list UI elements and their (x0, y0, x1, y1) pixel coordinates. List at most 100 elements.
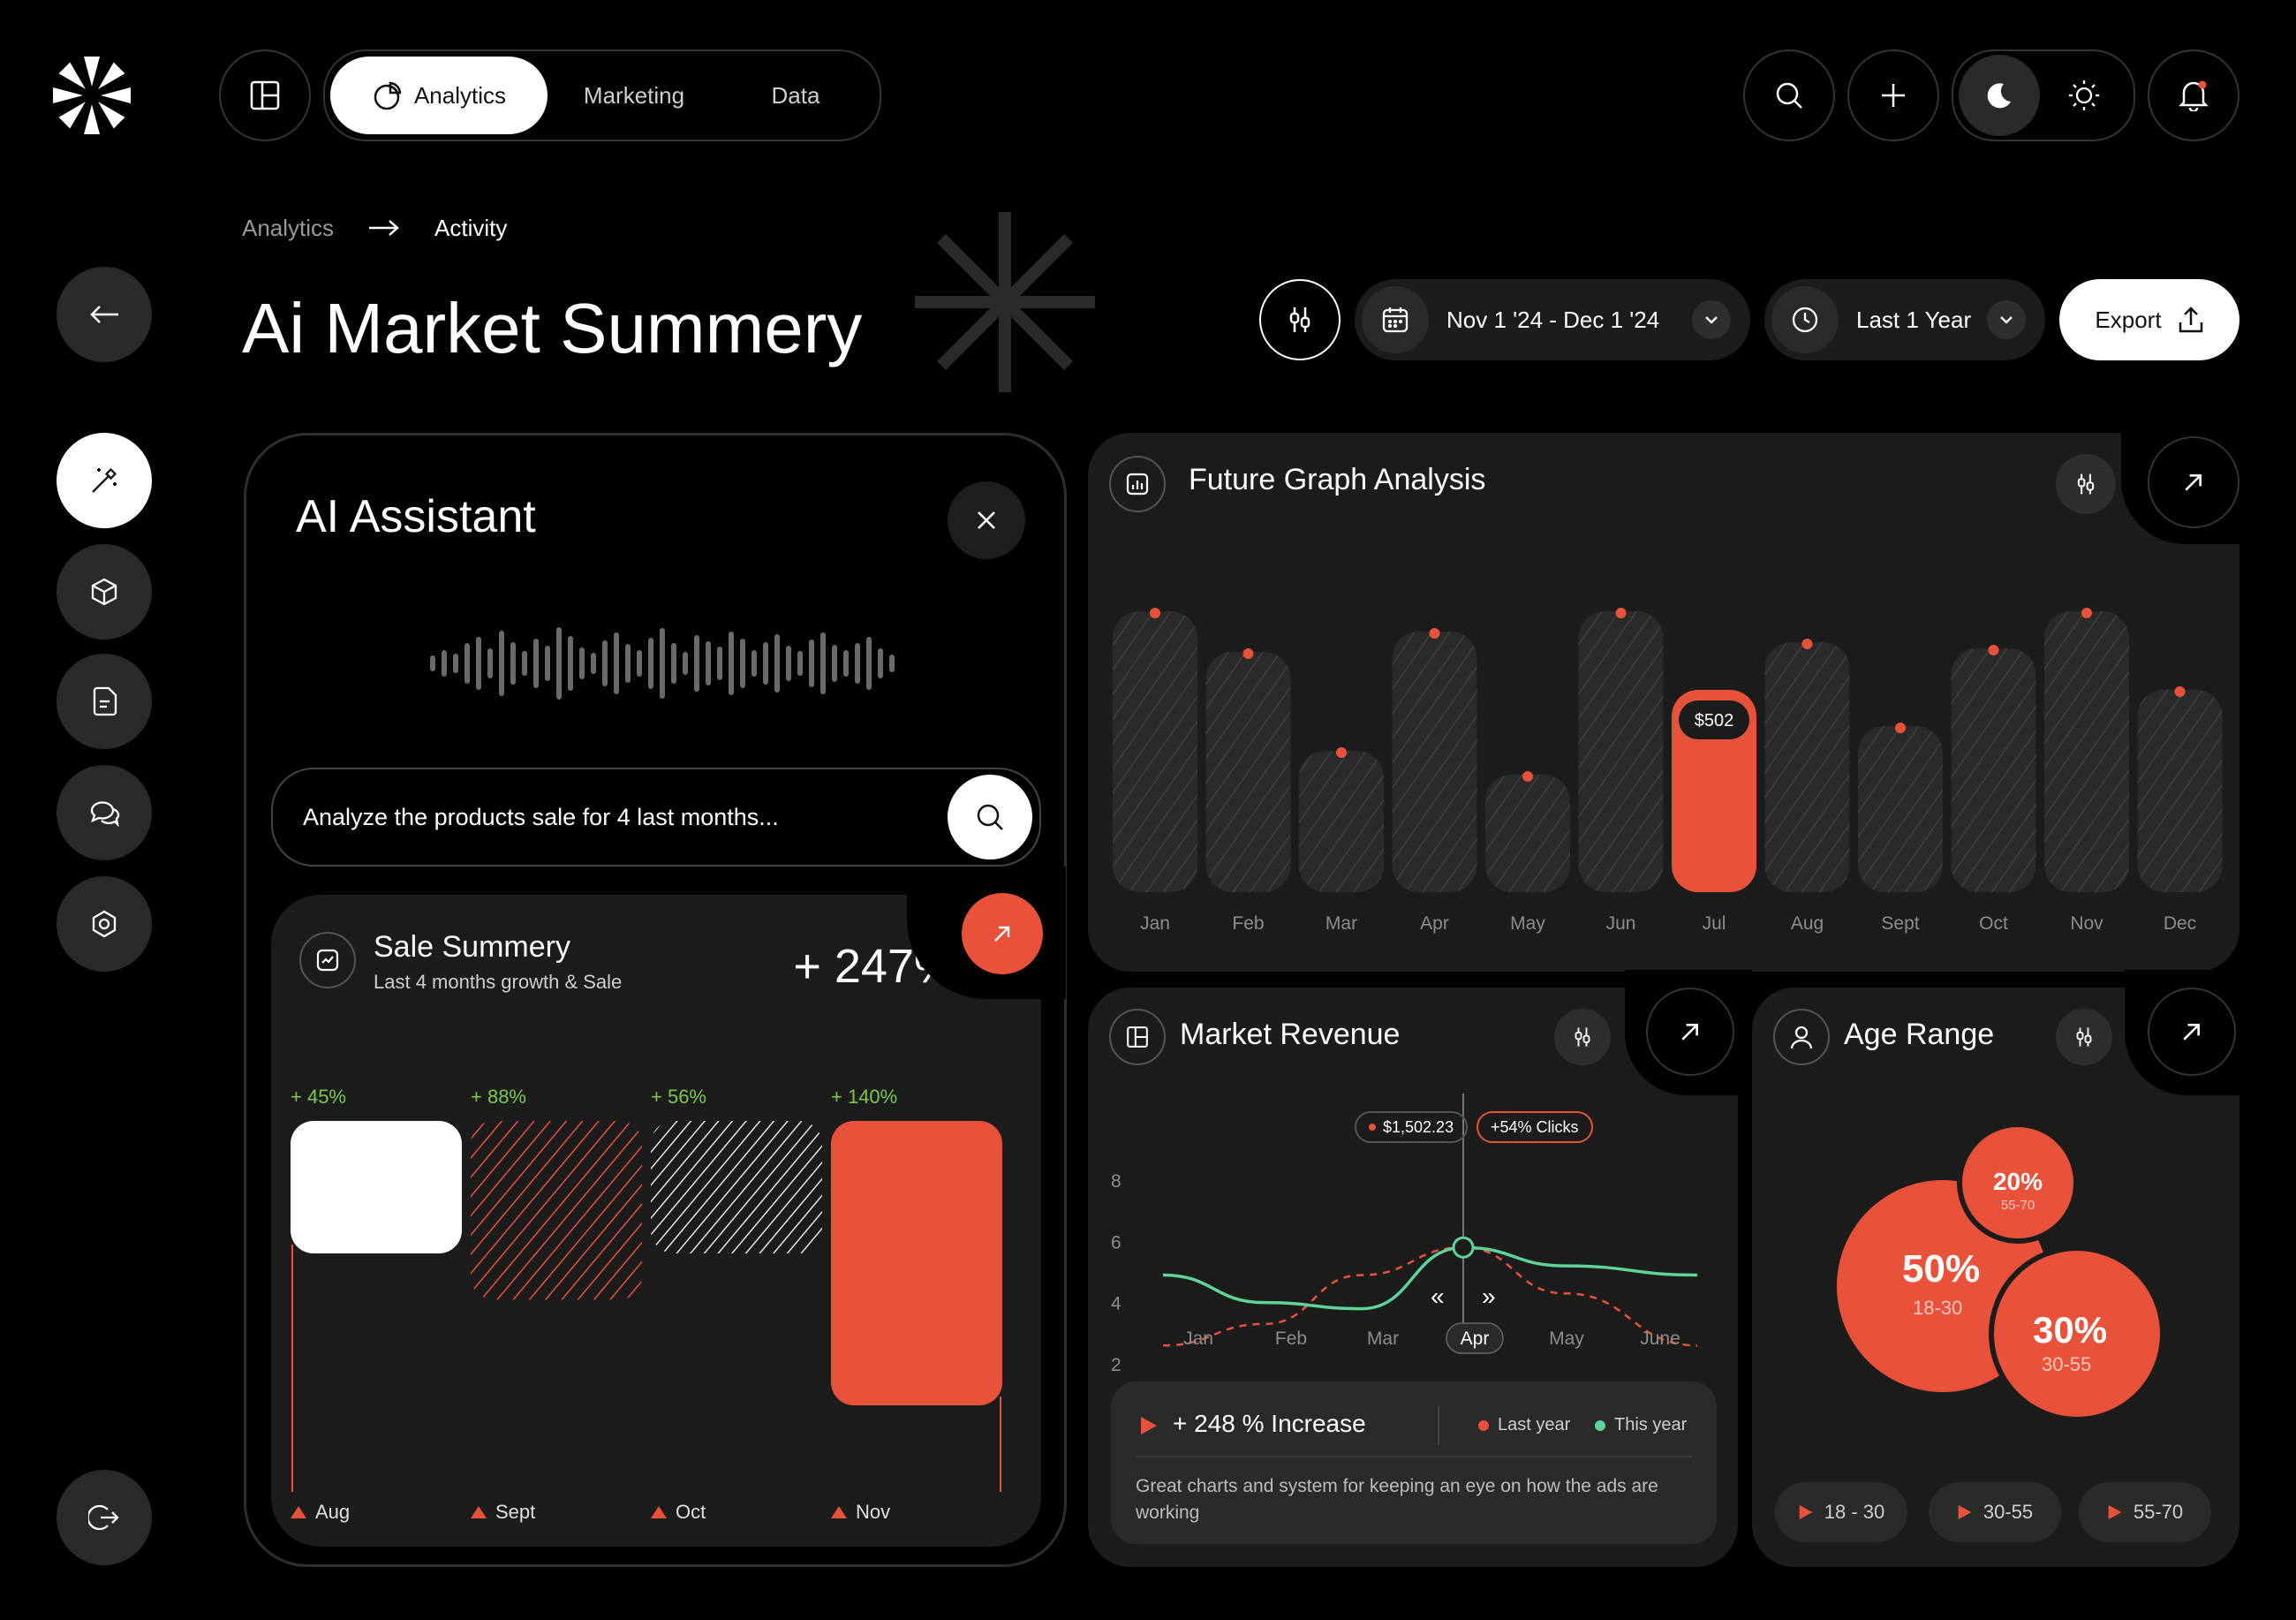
waveform-bar (442, 650, 447, 677)
close-icon (978, 511, 995, 529)
tab-analytics[interactable]: Analytics (330, 57, 548, 134)
trend-icon-wrap (299, 932, 356, 988)
future-bar[interactable] (1205, 652, 1291, 892)
future-bar[interactable] (1392, 632, 1477, 892)
future-filter-button[interactable] (2056, 454, 2116, 514)
series-this-year (1162, 1245, 1698, 1311)
prompt-input[interactable]: Analyze the products sale for 4 last mon… (271, 768, 1041, 867)
sliders-icon (2077, 473, 2095, 495)
future-bar[interactable] (1485, 775, 1570, 892)
future-open-button[interactable] (2148, 436, 2239, 528)
search-icon (1776, 82, 1802, 109)
breadcrumb: Analytics Activity (242, 212, 507, 244)
future-bar[interactable] (1858, 726, 1943, 892)
revenue-y-tick: 8 (1111, 1171, 1122, 1192)
future-bar[interactable] (2137, 690, 2223, 892)
sale-bar-growth: + 56% (651, 1086, 706, 1108)
future-bar[interactable] (1672, 690, 1756, 892)
prompt-search-button[interactable] (948, 775, 1032, 859)
voice-waveform (430, 627, 895, 700)
age-filter-button[interactable] (2056, 1009, 2112, 1065)
chevron-down-button[interactable] (1692, 300, 1731, 339)
tooltip-clicks: +54% Clicks (1477, 1111, 1593, 1143)
period-select[interactable]: Last 1 Year (1764, 279, 2045, 360)
tab-marketing[interactable]: Marketing (548, 57, 721, 134)
revenue-open-button[interactable] (1646, 988, 1734, 1076)
sale-bar-month: Nov (856, 1501, 890, 1523)
theme-toggle[interactable] (1952, 49, 2135, 141)
filter-button[interactable] (1259, 279, 1341, 360)
search-button[interactable] (1743, 49, 1835, 141)
active-month-pill[interactable] (1446, 1322, 1504, 1354)
calendar-icon (1382, 307, 1409, 333)
footer-divider (1438, 1406, 1439, 1445)
range-20: 55-70 (2000, 1198, 2035, 1213)
sidebar-item-documents[interactable] (57, 654, 152, 749)
age-button-18-30[interactable]: 18 - 30 (1775, 1482, 1907, 1542)
moon-icon (1987, 83, 2011, 109)
waveform-bar (637, 650, 642, 677)
breadcrumb-parent[interactable]: Analytics (242, 214, 335, 241)
export-button[interactable]: Export (2059, 279, 2239, 360)
light-mode-button[interactable] (2040, 55, 2128, 136)
age-button-55-70[interactable]: 55-70 (2079, 1482, 2211, 1542)
sale-bar (471, 1121, 642, 1300)
future-bar[interactable] (1578, 611, 1664, 892)
sidebar-item-settings[interactable] (57, 876, 152, 972)
waveform-bar (522, 651, 527, 676)
sale-title: Sale Summery (374, 930, 570, 964)
future-bar[interactable] (2044, 611, 2129, 892)
active-point[interactable] (1452, 1236, 1475, 1259)
dark-mode-button[interactable] (1959, 55, 2040, 136)
waveform-bar (430, 655, 435, 671)
highlight-label-bg (1679, 700, 1749, 739)
chevron-down-button[interactable] (1987, 300, 2026, 339)
logout-button[interactable] (57, 1470, 152, 1565)
legend-dot-this (1595, 1419, 1605, 1431)
future-axis-label: Apr (1420, 913, 1449, 934)
future-bar[interactable] (1764, 642, 1850, 892)
legend-last-year: Last year (1478, 1415, 1570, 1435)
future-axis-label: Aug (1791, 913, 1824, 934)
logout-icon (88, 1504, 119, 1531)
tab-data[interactable]: Data (721, 57, 871, 134)
waveform-bar (510, 642, 516, 685)
chat-icon (90, 801, 120, 828)
revenue-filter-button[interactable] (1554, 1009, 1611, 1065)
add-button[interactable] (1847, 49, 1939, 141)
age-button-30-55[interactable]: 30-55 (1929, 1482, 2061, 1542)
next-button[interactable]: » (1482, 1283, 1496, 1310)
play-icon (1799, 1504, 1813, 1520)
revenue-footer: + 248 % Increase Last year This year Gre… (1111, 1382, 1717, 1544)
layout-toggle-button[interactable] (219, 49, 311, 141)
sale-open-button[interactable] (962, 893, 1043, 974)
sliders-icon (2076, 1027, 2092, 1047)
future-bar[interactable] (1113, 611, 1197, 892)
waveform-bar (499, 631, 504, 696)
notifications-button[interactable] (2148, 49, 2239, 141)
date-range-select[interactable]: Nov 1 '24 - Dec 1 '24 (1355, 279, 1750, 360)
sun-icon (2069, 80, 2099, 110)
revenue-x-label: Jan (1183, 1329, 1213, 1349)
age-open-button[interactable] (2148, 988, 2236, 1076)
market-revenue-card: Market Revenue 8 6 4 2 Jan Feb Mar Apr May June $… (1088, 988, 1738, 1567)
sidebar-item-ai-magic[interactable] (57, 433, 152, 528)
waveform-bar (878, 648, 883, 678)
future-bar-dot (1801, 639, 1813, 649)
prev-button[interactable]: « (1431, 1283, 1445, 1310)
bubble-20 (1957, 1122, 2079, 1244)
back-button[interactable] (57, 267, 152, 362)
waveform-bar (602, 640, 608, 686)
range-50: 18-30 (1913, 1297, 1963, 1319)
pct-50: 50% (1902, 1247, 1981, 1291)
asterisk-decoration (915, 212, 1095, 392)
waveform-bar (717, 647, 722, 680)
close-button[interactable] (948, 481, 1025, 559)
future-bar[interactable] (1951, 648, 2036, 892)
sidebar-item-messages[interactable] (57, 765, 152, 860)
bell-icon (2179, 80, 2209, 111)
future-bar[interactable] (1299, 751, 1384, 892)
pie-chart-icon (374, 81, 402, 110)
waveform-bar (671, 643, 676, 684)
sidebar-item-products[interactable] (57, 544, 152, 640)
